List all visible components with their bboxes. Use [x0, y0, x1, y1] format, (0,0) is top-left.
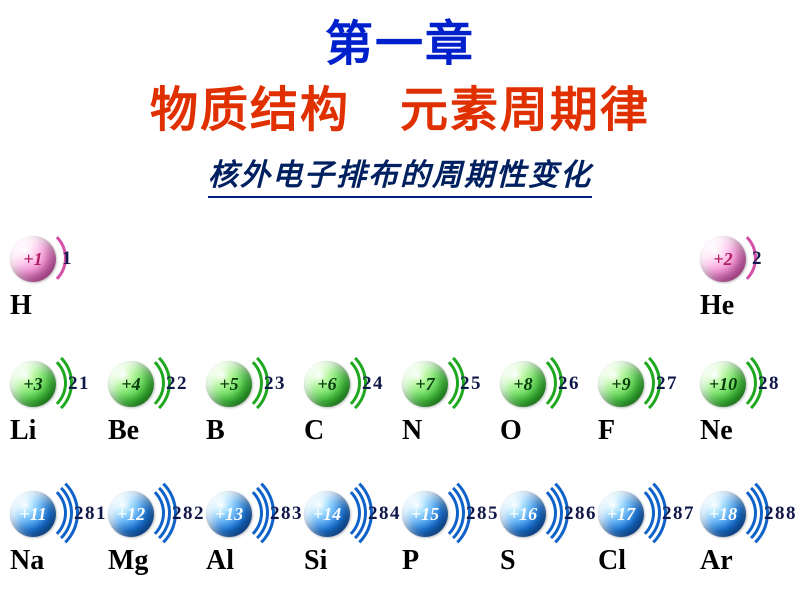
- element-symbol: B: [206, 415, 299, 447]
- atom-icon: +9 27: [596, 353, 691, 413]
- atom-icon: +14284: [302, 483, 397, 543]
- electron-config: 24: [362, 373, 384, 395]
- nucleus: +4: [108, 361, 154, 407]
- element-symbol: C: [304, 415, 397, 447]
- atom-icon: +5 23: [204, 353, 299, 413]
- element-Si: +14284Si: [302, 483, 397, 577]
- nucleus: +14: [304, 491, 350, 537]
- electron-config: 1: [62, 248, 73, 270]
- electron-config: 21: [68, 373, 90, 395]
- atom-icon: +15285: [400, 483, 495, 543]
- element-Na: +11281Na: [8, 483, 103, 577]
- element-Be: +4 22 Be: [106, 353, 201, 447]
- element-symbol: N: [402, 415, 495, 447]
- atom-icon: +1 1: [8, 228, 103, 288]
- element-P: +15285P: [400, 483, 495, 577]
- element-B: +5 23 B: [204, 353, 299, 447]
- chapter-title: 第一章: [0, 4, 800, 74]
- nucleus: +9: [598, 361, 644, 407]
- atom-icon: +8 26: [498, 353, 593, 413]
- nucleus: +13: [206, 491, 252, 537]
- chapter-subtitle: 物质结构 元素周期律: [0, 70, 800, 140]
- nucleus: +17: [598, 491, 644, 537]
- atom-icon: +10 28: [698, 353, 793, 413]
- electron-config: 27: [656, 373, 678, 395]
- element-symbol: Be: [108, 415, 201, 447]
- nucleus: +2: [700, 236, 746, 282]
- atom-icon: +16286: [498, 483, 593, 543]
- element-Ar: +18288Ar: [698, 483, 793, 577]
- element-Al: +13283Al: [204, 483, 299, 577]
- nucleus: +5: [206, 361, 252, 407]
- nucleus: +7: [402, 361, 448, 407]
- element-F: +9 27 F: [596, 353, 691, 447]
- electron-config: 2: [752, 248, 763, 270]
- element-O: +8 26 O: [498, 353, 593, 447]
- electron-config: 288: [764, 503, 797, 525]
- atom-icon: +3 21: [8, 353, 103, 413]
- electron-config: 25: [460, 373, 482, 395]
- nucleus: +1: [10, 236, 56, 282]
- periodic-table: +11H+22He+321Li+422Be+523B+624C+725N+826…: [0, 228, 800, 608]
- electron-config: 26: [558, 373, 580, 395]
- atom-icon: +13283: [204, 483, 299, 543]
- nucleus: +11: [10, 491, 56, 537]
- electron-config: 22: [166, 373, 188, 395]
- element-symbol: He: [700, 290, 793, 322]
- atom-icon: +18288: [698, 483, 793, 543]
- element-symbol: Ne: [700, 415, 793, 447]
- element-symbol: H: [10, 290, 103, 322]
- electron-config: 28: [758, 373, 780, 395]
- element-N: +7 25 N: [400, 353, 495, 447]
- element-Mg: +12282Mg: [106, 483, 201, 577]
- nucleus: +3: [10, 361, 56, 407]
- element-He: +2 2 He: [698, 228, 793, 322]
- element-symbol: F: [598, 415, 691, 447]
- atom-icon: +7 25: [400, 353, 495, 413]
- nucleus: +12: [108, 491, 154, 537]
- element-symbol: O: [500, 415, 593, 447]
- element-H: +1 1 H: [8, 228, 103, 322]
- element-Cl: +17287Cl: [596, 483, 691, 577]
- atom-icon: +6 24: [302, 353, 397, 413]
- atom-icon: +12282: [106, 483, 201, 543]
- atom-icon: +11281: [8, 483, 103, 543]
- element-Ne: +10 28 Ne: [698, 353, 793, 447]
- nucleus: +8: [500, 361, 546, 407]
- atom-icon: +4 22: [106, 353, 201, 413]
- nucleus: +6: [304, 361, 350, 407]
- atom-icon: +2 2: [698, 228, 793, 288]
- element-S: +16286S: [498, 483, 593, 577]
- element-C: +6 24 C: [302, 353, 397, 447]
- section-heading: 核外电子排布的周期性变化: [208, 150, 592, 198]
- element-symbol: Li: [10, 415, 103, 447]
- electron-config: 23: [264, 373, 286, 395]
- nucleus: +18: [700, 491, 746, 537]
- nucleus: +10: [700, 361, 746, 407]
- atom-icon: +17287: [596, 483, 691, 543]
- nucleus: +15: [402, 491, 448, 537]
- element-Li: +3 21 Li: [8, 353, 103, 447]
- nucleus: +16: [500, 491, 546, 537]
